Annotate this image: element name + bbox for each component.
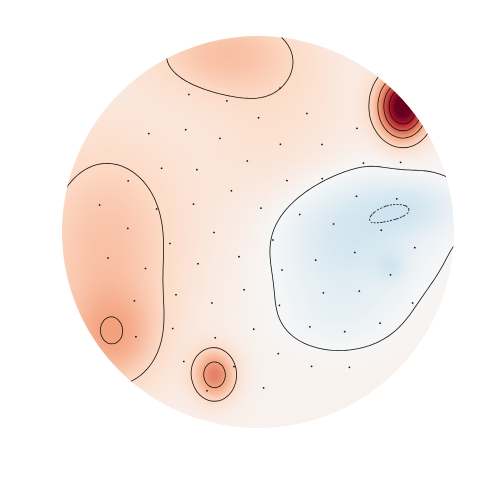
contour-line [368,204,410,224]
sensor-dot [298,213,301,216]
sensor-dot [262,387,265,389]
sensor-dot [98,204,101,206]
sensor-dot [107,257,109,259]
sensor-dot [246,160,249,162]
sensor-dot [379,322,381,325]
sensor-dot [135,335,137,338]
sensor-dot [252,328,255,331]
sensor-dot [126,227,129,230]
sensor-dot [230,189,233,192]
sensor-dot [286,179,288,182]
sensor-dot [314,259,317,262]
sensor-dot [211,302,213,304]
sensor-dot [306,112,308,115]
sensor-dot [277,352,280,355]
sensor-dot [395,198,398,200]
sensor-dot [171,327,174,330]
sensor-dot [257,116,260,119]
heatmap-field [62,36,454,428]
sensor-dot [243,288,246,291]
sensor-dot [147,132,150,135]
sensor-dot [197,262,199,265]
sensor-dot [155,208,158,210]
sensor-dot [188,93,190,96]
sensor-dot [160,167,163,170]
sensor-dot [169,242,171,245]
sensor-dot [355,195,358,198]
sensor-dot [133,300,136,302]
sensor-dot [310,365,313,368]
sensor-dot [356,127,358,130]
sensor-dot [233,365,235,368]
sensor-dot [214,336,217,339]
sensor-dot [206,390,208,392]
sensor-dot [380,229,383,232]
sensor-dot [279,143,282,146]
sensor-dot [358,290,361,292]
sensor-dot [238,255,240,258]
sensor-dot [182,360,185,363]
sensor-dot [226,100,228,102]
sensor-dot [411,302,414,304]
sensor-dot [192,203,195,206]
sensor-dot [353,251,356,254]
sensor-dot [278,304,281,307]
sensor-dot [213,231,215,234]
sensor-dot [309,326,311,328]
sensor-dot [281,269,283,271]
sensor-dot [399,161,402,164]
sensor-dot [196,168,198,171]
sensor-dot [279,87,281,89]
sensor-dot [184,128,187,131]
sensor-dot [413,246,416,249]
sensor-dot [219,137,221,140]
sensor-dot [348,366,351,369]
sensor-dot [362,162,365,165]
sensor-dot [321,177,324,180]
sensor-dot [343,330,346,333]
sensor-dot [322,292,325,294]
sensor-dot [127,180,130,182]
sensor-dot [332,223,335,225]
sensor-dot [175,293,177,296]
sensor-dot [389,274,392,276]
sensor-dot [272,239,274,241]
sensor-dot [144,267,147,270]
sensor-dot [260,207,262,210]
sensor-dot [321,143,323,146]
sensor-markers [98,87,416,392]
